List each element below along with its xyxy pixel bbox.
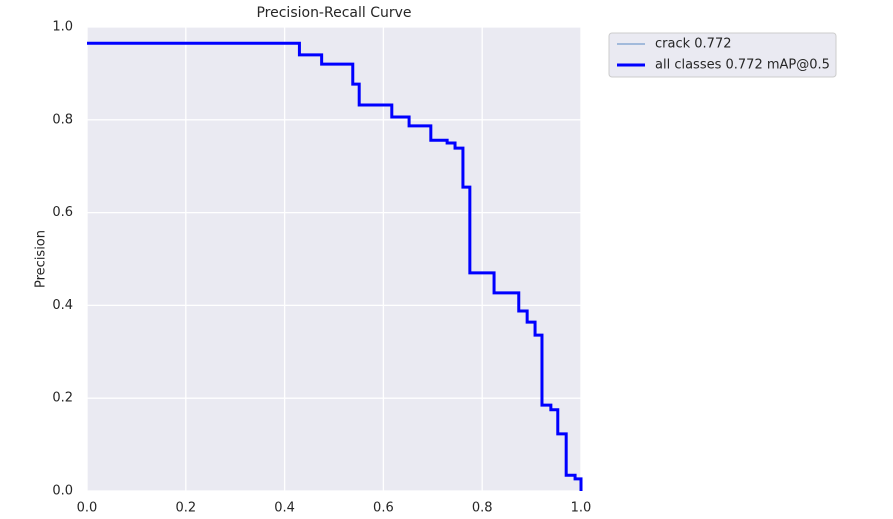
plot-area — [87, 27, 581, 491]
x-tick-label: 0.8 — [472, 501, 493, 516]
pr-curve — [87, 41, 583, 491]
legend-label: crack 0.772 — [655, 37, 731, 52]
y-tick-label: 0.6 — [52, 205, 73, 220]
y-tick-label: 0.2 — [52, 391, 73, 406]
y-tick-label: 0.4 — [52, 298, 73, 313]
x-tick-label: 0.0 — [77, 501, 98, 516]
legend-box — [608, 32, 837, 78]
x-tick-label: 0.4 — [274, 501, 295, 516]
legend-label: all classes 0.772 mAP@0.5 — [655, 58, 830, 73]
chart-title: Precision-Recall Curve — [256, 5, 411, 21]
y-tick-label: 0.0 — [52, 484, 73, 499]
y-axis-label: Precision — [34, 230, 49, 288]
x-tick-label: 1.0 — [571, 501, 592, 516]
x-tick-label: 0.2 — [175, 501, 196, 516]
x-tick-label: 0.6 — [373, 501, 394, 516]
y-tick-label: 0.8 — [52, 112, 73, 127]
y-tick-label: 1.0 — [52, 20, 73, 35]
